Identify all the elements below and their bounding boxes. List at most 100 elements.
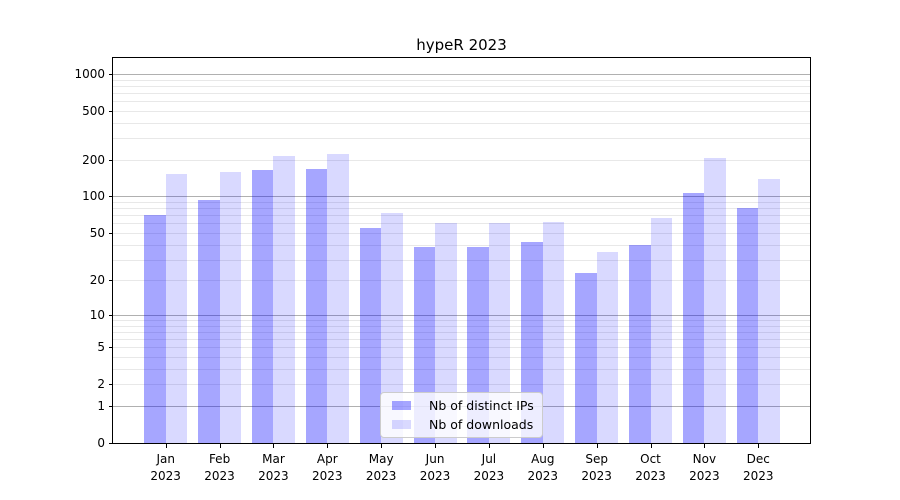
x-tick-month-jul: Jul xyxy=(481,452,497,466)
x-tick-aug xyxy=(542,444,544,448)
gridline-minor-8 xyxy=(113,325,810,327)
y-tick-label-2: 2 xyxy=(97,377,105,392)
x-tick-mar xyxy=(273,444,275,448)
gridline-major-100 xyxy=(113,196,810,198)
x-tick-label-apr: Apr 2023 xyxy=(299,451,355,484)
gridline-minor-7 xyxy=(113,331,810,333)
x-tick-label-dec: Dec 2023 xyxy=(730,451,786,484)
x-tick-may xyxy=(381,444,383,448)
legend-swatch-downloads xyxy=(392,420,411,429)
x-tick-oct xyxy=(650,444,652,448)
y-tick-20 xyxy=(109,280,113,282)
x-tick-year-sep: 2023 xyxy=(581,468,612,483)
x-tick-label-may: May 2023 xyxy=(353,451,409,484)
x-tick-month-dec: Dec xyxy=(746,452,770,466)
legend-label-downloads: Nb of downloads xyxy=(429,417,534,432)
bar-downloads-jul xyxy=(488,223,511,443)
x-tick-jun xyxy=(435,444,437,448)
x-tick-feb xyxy=(219,444,221,448)
gridline-major-1000 xyxy=(113,73,810,75)
chart-title: hypeR 2023 xyxy=(416,36,507,54)
x-tick-label-aug: Aug 2023 xyxy=(515,451,571,484)
y-tick-label-1000: 1000 xyxy=(74,66,105,81)
bar-distinct-ips-may xyxy=(359,227,382,443)
x-tick-month-oct: Oct xyxy=(640,452,661,466)
legend: Nb of distinct IPs Nb of downloads xyxy=(380,392,543,438)
y-tick-50 xyxy=(109,232,113,234)
gridline-minor-900 xyxy=(113,79,810,81)
x-tick-apr xyxy=(327,444,329,448)
gridline-minor-200 xyxy=(113,159,810,161)
bars-layer xyxy=(113,58,810,443)
x-tick-month-apr: Apr xyxy=(316,452,338,466)
x-tick-label-jan: Jan 2023 xyxy=(138,451,194,484)
y-tick-200 xyxy=(109,159,113,161)
x-tick-month-feb: Feb xyxy=(208,452,231,466)
x-tick-label-jun: Jun 2023 xyxy=(407,451,463,484)
x-tick-year-may: 2023 xyxy=(365,468,397,483)
gridline-minor-90 xyxy=(113,202,810,204)
y-tick-500 xyxy=(109,110,113,112)
x-tick-dec xyxy=(758,444,760,448)
x-tick-year-apr: 2023 xyxy=(312,468,343,483)
x-tick-year-nov: 2023 xyxy=(689,468,720,483)
y-tick-10 xyxy=(109,314,113,316)
bar-downloads-apr xyxy=(327,154,349,443)
y-tick-label-0: 0 xyxy=(97,436,105,450)
bar-distinct-ips-dec xyxy=(736,207,759,443)
x-tick-label-sep: Sep 2023 xyxy=(569,451,625,484)
gridline-minor-800 xyxy=(113,85,810,87)
x-tick-jan xyxy=(165,444,167,448)
gridline-minor-9 xyxy=(113,320,810,321)
y-tick-label-500: 500 xyxy=(82,103,105,118)
legend-item-downloads: Nb of downloads xyxy=(387,417,536,432)
bar-downloads-aug xyxy=(542,221,565,443)
legend-item-distinct-ips: Nb of distinct IPs xyxy=(387,398,536,413)
y-tick-label-20: 20 xyxy=(89,273,105,288)
gridline-minor-6 xyxy=(113,339,810,341)
bar-downloads-feb xyxy=(219,171,242,443)
gridline-minor-70 xyxy=(113,215,810,217)
x-tick-year-jan: 2023 xyxy=(150,468,181,483)
x-tick-label-nov: Nov 2023 xyxy=(676,451,732,484)
gridline-minor-20 xyxy=(113,280,810,282)
gridline-minor-300 xyxy=(113,138,810,140)
gridline-minor-2 xyxy=(113,384,810,386)
legend-label-distinct-ips: Nb of distinct IPs xyxy=(429,398,534,413)
x-tick-month-mar: Mar xyxy=(262,452,285,466)
bar-distinct-ips-jan xyxy=(144,215,166,443)
x-tick-year-oct: 2023 xyxy=(635,468,666,483)
x-tick-sep xyxy=(596,444,598,448)
gridline-minor-50 xyxy=(113,232,810,234)
x-tick-month-nov: Nov xyxy=(692,452,717,466)
x-tick-month-jan: Jan xyxy=(156,452,175,466)
gridline-minor-60 xyxy=(113,223,810,225)
y-tick-1000 xyxy=(109,73,113,75)
gridline-minor-30 xyxy=(113,259,810,261)
y-tick-2 xyxy=(109,384,113,386)
bar-downloads-may xyxy=(381,213,403,443)
y-tick-100 xyxy=(109,196,113,198)
bar-downloads-sep xyxy=(596,251,619,443)
x-tick-month-may: May xyxy=(368,452,394,466)
y-tick-label-5: 5 xyxy=(97,340,105,355)
x-tick-label-jul: Jul 2023 xyxy=(461,451,517,484)
y-tick-5 xyxy=(109,347,113,349)
bar-distinct-ips-apr xyxy=(305,168,328,443)
gridline-minor-80 xyxy=(113,208,810,210)
x-tick-year-jun: 2023 xyxy=(419,468,451,483)
bar-distinct-ips-oct xyxy=(629,244,651,443)
y-tick-label-100: 100 xyxy=(82,189,105,204)
x-tick-month-aug: Aug xyxy=(531,452,555,466)
x-tick-year-aug: 2023 xyxy=(527,468,559,483)
bar-downloads-mar xyxy=(273,156,295,443)
x-tick-label-mar: Mar 2023 xyxy=(245,451,301,484)
bar-distinct-ips-mar xyxy=(251,169,274,443)
gridline-major-10 xyxy=(113,314,810,316)
bar-distinct-ips-feb xyxy=(198,199,220,443)
gridline-minor-4 xyxy=(113,357,810,359)
y-tick-1 xyxy=(109,405,113,407)
bar-downloads-jun xyxy=(435,223,457,443)
gridline-minor-5 xyxy=(113,347,810,349)
